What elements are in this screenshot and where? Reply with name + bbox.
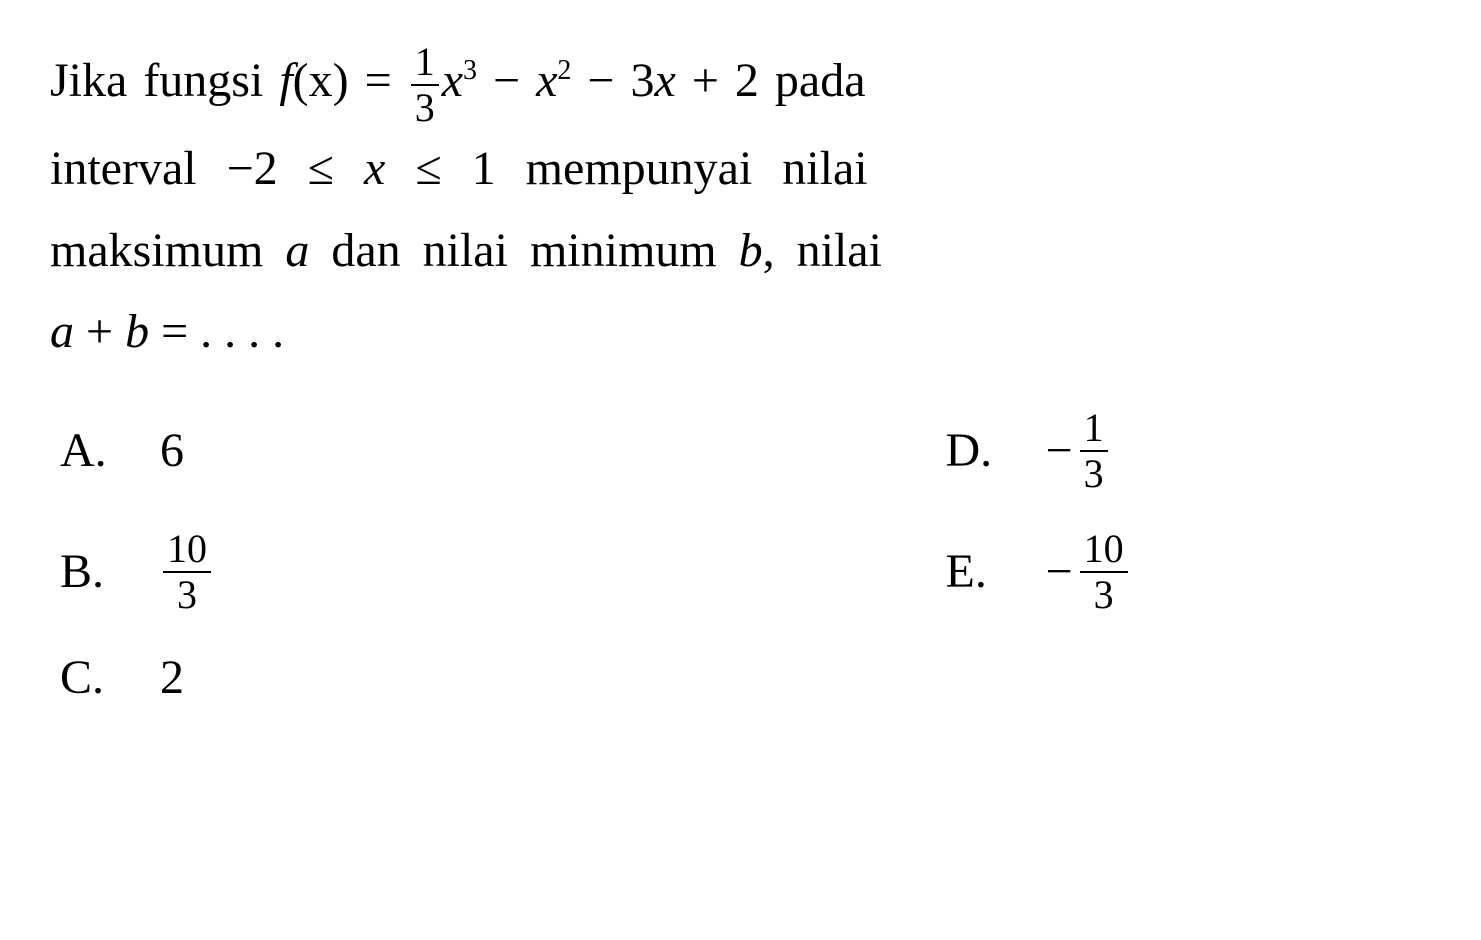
option-b: B. 10 3 [60, 529, 546, 615]
option-c: C. 2 [60, 650, 546, 705]
option-c-label: C. [60, 650, 160, 705]
option-d-value: − 1 3 [1046, 408, 1111, 494]
option-b-numerator: 10 [163, 529, 211, 573]
sum-equals-dots: = . . . . [149, 305, 284, 358]
text-interval-suffix: ≤ 1 mempunyai nilai [385, 142, 867, 195]
term1-variable: x [442, 54, 463, 107]
option-b-label: B. [60, 544, 160, 599]
option-b-value: 10 3 [160, 529, 214, 615]
option-a-label: A. [60, 423, 160, 478]
question-line-4: a + b = . . . . [50, 291, 1431, 373]
sum-var-a: a [50, 305, 74, 358]
option-e-label: E. [946, 544, 1046, 599]
option-e-numerator: 10 [1080, 529, 1128, 573]
minus-1: − [477, 54, 536, 107]
text-max: maksimum [50, 224, 285, 277]
text-suffix-1: pada [775, 54, 866, 107]
option-d-label: D. [946, 423, 1046, 478]
func-arg: (x) [293, 54, 349, 107]
option-e-negative: − [1046, 544, 1073, 599]
text-and-min: dan nilai minimum [309, 224, 738, 277]
text-interval-prefix: interval −2 ≤ [50, 142, 364, 195]
option-e-denominator: 3 [1080, 573, 1128, 615]
minus-2: − 3 [571, 54, 654, 107]
func-name: f [279, 54, 292, 107]
question-line-1: Jika fungsi f(x) = 13x3 − x2 − 3x + 2 pa… [50, 40, 1431, 128]
fraction-numerator: 1 [411, 42, 439, 86]
option-d-negative: − [1046, 423, 1073, 478]
text-nilai: , nilai [763, 224, 882, 277]
question-stem: Jika fungsi f(x) = 13x3 − x2 − 3x + 2 pa… [50, 40, 1431, 373]
term2-variable: x [536, 54, 557, 107]
option-d-denominator: 3 [1080, 452, 1108, 494]
term1-exponent: 3 [463, 55, 477, 86]
fraction-denominator: 3 [411, 86, 439, 128]
option-d-numerator: 1 [1080, 408, 1108, 452]
term3-variable: x [655, 54, 676, 107]
option-d-fraction: 1 3 [1080, 408, 1108, 494]
option-a-value: 6 [160, 423, 184, 478]
option-e: E. − 10 3 [946, 529, 1432, 615]
variable-b: b [739, 224, 763, 277]
option-b-denominator: 3 [163, 573, 211, 615]
option-d: D. − 1 3 [946, 408, 1432, 494]
text-prefix: Jika fungsi [50, 54, 279, 107]
equals-sign: = [349, 54, 408, 107]
option-b-fraction: 10 3 [163, 529, 211, 615]
term2-exponent: 2 [557, 55, 571, 86]
question-line-3: maksimum a dan nilai minimum b, nilai [50, 210, 1431, 292]
fraction-one-third: 13 [411, 42, 439, 128]
option-e-fraction: 10 3 [1080, 529, 1128, 615]
interval-variable: x [364, 142, 385, 195]
variable-a: a [285, 224, 309, 277]
plus-constant: + 2 [676, 54, 775, 107]
option-e-value: − 10 3 [1046, 529, 1131, 615]
option-c-value: 2 [160, 650, 184, 705]
answer-options: A. 6 D. − 1 3 B. 10 3 E. − 10 3 [50, 408, 1431, 705]
option-a: A. 6 [60, 408, 546, 494]
sum-var-b: b [125, 305, 149, 358]
sum-plus: + [74, 305, 125, 358]
question-line-2: interval −2 ≤ x ≤ 1 mempunyai nilai [50, 128, 1431, 210]
